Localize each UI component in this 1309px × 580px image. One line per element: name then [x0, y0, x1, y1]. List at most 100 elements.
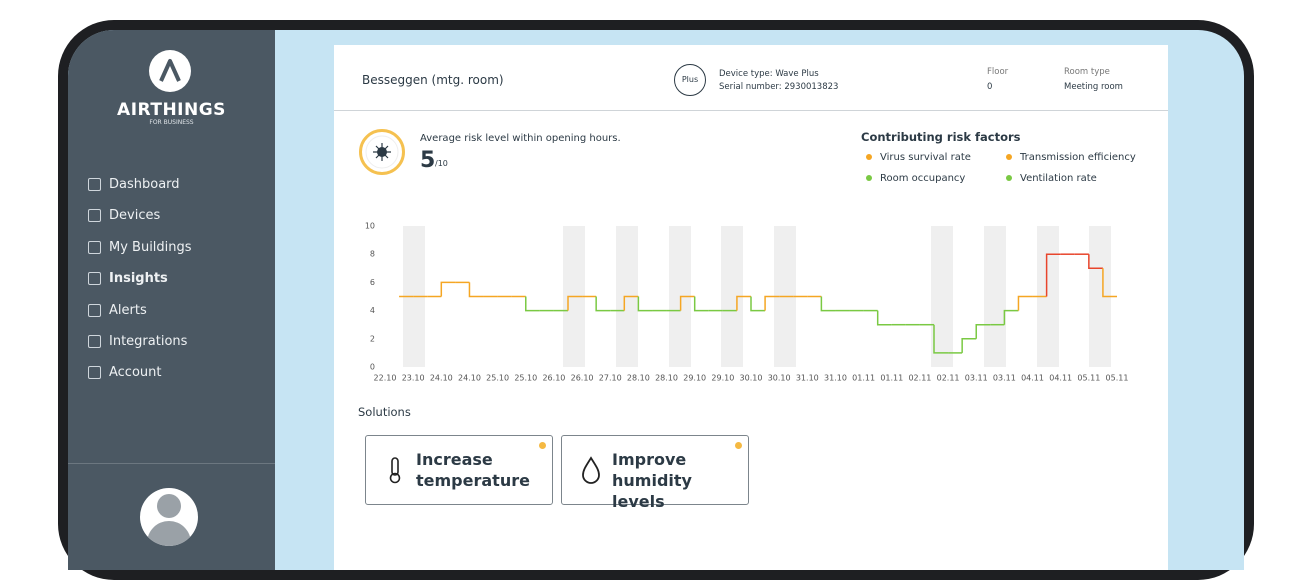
room-type-label: Room type [1064, 67, 1110, 77]
nav-icon [88, 366, 101, 380]
risk-line-segment [736, 295, 751, 311]
x-tick-label: 04.11 [1049, 374, 1072, 383]
nav-label: Alerts [109, 302, 147, 318]
risk-caption: Average risk level within opening hours. [420, 133, 621, 144]
x-tick-label: 03.11 [993, 374, 1016, 383]
risk-line-segment [1088, 254, 1103, 270]
risk-line-segment [637, 296, 653, 312]
nav-item[interactable]: Insights [88, 271, 168, 286]
factor: Transmission efficiency [1006, 152, 1136, 163]
factor: Virus survival rate [866, 152, 971, 163]
x-tick-label: 02.11 [908, 374, 931, 383]
y-tick-label: 8 [370, 250, 375, 259]
solution-label: Improve humidity levels [612, 450, 692, 511]
nav-label: Integrations [109, 334, 188, 349]
risk-line-segment [440, 281, 456, 297]
device-badge: Plus [674, 64, 706, 96]
solution-icon [389, 457, 401, 484]
risk-line-segment [1003, 309, 1019, 325]
y-tick-label: 10 [365, 222, 375, 231]
x-tick-label: 05.11 [1106, 374, 1129, 383]
risk-line-segment [623, 295, 639, 311]
divider [68, 463, 275, 464]
room-type-value: Meeting room [1064, 82, 1123, 92]
nav-icon [88, 209, 101, 223]
solutions-title: Solutions [358, 405, 411, 419]
nav-icon [88, 335, 101, 348]
floor-value: 0 [987, 82, 993, 92]
factor: Ventilation rate [1006, 173, 1097, 184]
brand: AIRTHINGS [117, 100, 226, 120]
nav-item[interactable]: My Buildings [88, 240, 192, 255]
x-tick-label: 01.11 [852, 374, 875, 383]
nav-label: Account [109, 365, 162, 381]
y-tick-label: 0 [370, 363, 375, 372]
x-tick-label: 31.10 [796, 374, 819, 383]
risk-line-segment [820, 296, 836, 312]
risk-line-segment [750, 296, 766, 312]
risk-chart: 0 2 4 6 8 10 22.10 23.10 24.10 24.10 25.10 25.10 26.… [365, 222, 1129, 383]
factor: Room occupancy [866, 173, 965, 184]
x-tick-label: 24.10 [458, 374, 481, 383]
header-divider [334, 110, 1168, 111]
room-card: Besseggen (mtg. room) Plus Device type: … [334, 45, 1168, 570]
risk-score: 5 [420, 148, 436, 173]
solution-card[interactable]: Improve humidity levels [561, 435, 749, 511]
nav-icon [88, 303, 101, 317]
solution-card[interactable]: Increase temperature [365, 435, 553, 505]
x-tick-label: 05.11 [1077, 374, 1100, 383]
risk-gauge [359, 129, 405, 175]
x-tick-label: 04.11 [1021, 374, 1044, 383]
x-tick-label: 26.10 [571, 374, 594, 383]
screen: AIRTHINGS FOR BUSINESS Dashboard Devices M… [68, 30, 1244, 570]
x-tick-label: 30.10 [768, 374, 791, 383]
solution-dot [735, 442, 742, 449]
risk-line-segment [1045, 253, 1061, 297]
risk-line-segment [679, 295, 695, 311]
avatar[interactable] [140, 488, 198, 546]
x-tick-label: 30.10 [740, 374, 763, 383]
risk-line-segment [525, 296, 540, 312]
x-tick-label: 03.11 [965, 374, 988, 383]
nav-item[interactable]: Dashboard [88, 177, 180, 192]
x-tick-label: 23.10 [402, 374, 425, 383]
nav-item[interactable]: Alerts [88, 303, 147, 318]
y-tick-label: 4 [370, 306, 375, 315]
risk-line-segment [933, 324, 949, 354]
risk-line-segment [567, 295, 583, 311]
nav-item[interactable]: Devices [88, 208, 160, 223]
x-tick-label: 01.11 [880, 374, 903, 383]
room-name: Besseggen (mtg. room) [362, 73, 504, 87]
solution-dot [539, 442, 546, 449]
nav-icon [88, 178, 101, 191]
factor-label: Room occupancy [880, 173, 966, 184]
solution-label: Increase temperature [416, 450, 530, 490]
x-tick-label: 25.10 [514, 374, 537, 383]
brand-sub: FOR BUSINESS [149, 119, 194, 126]
x-tick-label: 24.10 [430, 374, 453, 383]
serial-number: Serial number: 2930013823 [719, 82, 839, 92]
x-tick-label: 25.10 [486, 374, 509, 383]
nav-label: Dashboard [109, 177, 180, 192]
factor-dot [1006, 154, 1012, 160]
page: AIRTHINGS FOR BUSINESS Dashboard Devices M… [58, 20, 1254, 580]
factor-label: Virus survival rate [880, 152, 971, 163]
x-tick-label: 29.10 [711, 374, 734, 383]
device-type: Device type: Wave Plus [719, 69, 819, 79]
factors-title: Contributing risk factors [861, 130, 1021, 144]
risk-line-segment [961, 338, 977, 353]
nav-item[interactable]: Account [88, 365, 162, 380]
nav-label: Insights [109, 271, 168, 287]
risk-line-segment [764, 295, 780, 311]
sidebar: AIRTHINGS FOR BUSINESS Dashboard Devices M… [68, 30, 275, 570]
risk-line-segment [1017, 295, 1033, 311]
risk-line-segment [1102, 268, 1117, 298]
logo [149, 50, 191, 92]
nav-icon [88, 240, 101, 254]
x-tick-label: 31.10 [824, 374, 847, 383]
risk-line-segment [693, 296, 709, 312]
solution-icon [582, 456, 600, 484]
factor-dot [866, 154, 872, 160]
x-tick-label: 22.10 [374, 374, 397, 383]
nav-item[interactable]: Integrations [88, 334, 187, 349]
